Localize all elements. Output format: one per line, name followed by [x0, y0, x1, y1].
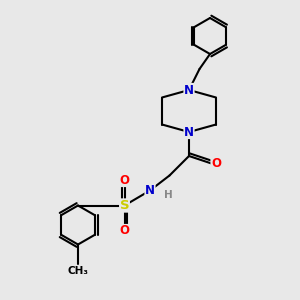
Text: N: N: [184, 83, 194, 97]
Text: N: N: [184, 125, 194, 139]
Text: O: O: [119, 173, 130, 187]
Text: CH₃: CH₃: [68, 266, 88, 276]
Text: O: O: [119, 224, 130, 238]
Text: O: O: [211, 157, 221, 170]
Text: S: S: [120, 199, 129, 212]
Text: N: N: [145, 184, 155, 197]
Text: H: H: [164, 190, 172, 200]
